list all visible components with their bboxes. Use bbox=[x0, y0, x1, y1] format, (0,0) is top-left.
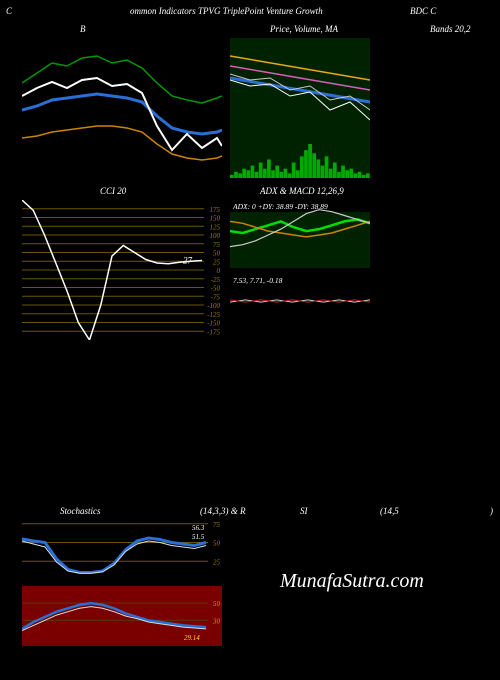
svg-text:-50: -50 bbox=[211, 285, 221, 293]
svg-text:7.53, 7.71, -0.18: 7.53, 7.71, -0.18 bbox=[233, 276, 283, 285]
chart-panel: Stochastics(14,3,3) & RSI(14,5)75502556.… bbox=[22, 520, 222, 646]
chart-panel: ADX & MACD 12,26,9ADX: 0 +DY: 38.89 -DY:… bbox=[230, 200, 370, 328]
panel-title: Stochastics bbox=[60, 506, 101, 516]
svg-text:29.14: 29.14 bbox=[184, 634, 200, 642]
svg-text:51.5: 51.5 bbox=[192, 533, 205, 541]
svg-text:25: 25 bbox=[213, 258, 221, 266]
svg-text:25: 25 bbox=[213, 558, 221, 566]
svg-text:150: 150 bbox=[210, 215, 221, 223]
svg-text:56.3: 56.3 bbox=[192, 524, 205, 532]
panel-title: SI bbox=[300, 506, 308, 516]
panel-title: (14,5 bbox=[380, 506, 399, 516]
chart-panel: BBands 20,2 bbox=[22, 38, 222, 178]
svg-text:50: 50 bbox=[213, 540, 221, 548]
panel-title: B bbox=[80, 24, 86, 34]
svg-text:100: 100 bbox=[210, 232, 221, 240]
panel-title: (14,3,3) & R bbox=[200, 506, 246, 516]
svg-text:27: 27 bbox=[183, 256, 193, 266]
svg-text:-150: -150 bbox=[207, 320, 220, 328]
svg-text:-175: -175 bbox=[207, 328, 220, 336]
svg-text:125: 125 bbox=[210, 223, 221, 231]
page-header: C ommon Indicators TPVG TriplePoint Vent… bbox=[0, 0, 500, 24]
svg-text:ADX: 0 +DY: 38.89 -DY: 38.89: ADX: 0 +DY: 38.89 -DY: 38.89 bbox=[232, 202, 328, 211]
panel-title: ) bbox=[490, 506, 493, 516]
panel-title: Price, Volume, MA bbox=[270, 24, 338, 34]
svg-text:0: 0 bbox=[217, 267, 221, 275]
svg-text:-125: -125 bbox=[207, 311, 220, 319]
svg-text:75: 75 bbox=[213, 521, 221, 529]
svg-text:30: 30 bbox=[212, 617, 221, 625]
chart-panel: Price, Volume, MA bbox=[230, 38, 370, 178]
panel-title: CCI 20 bbox=[100, 186, 126, 196]
svg-text:-100: -100 bbox=[207, 302, 220, 310]
panel-title: Bands 20,2 bbox=[430, 24, 471, 34]
header-right: BDC C bbox=[410, 6, 436, 16]
svg-text:50: 50 bbox=[213, 250, 221, 258]
panel-title: ADX & MACD 12,26,9 bbox=[260, 186, 344, 196]
svg-text:-25: -25 bbox=[211, 276, 221, 284]
svg-text:75: 75 bbox=[213, 241, 221, 249]
svg-text:50: 50 bbox=[213, 600, 221, 608]
chart-panel: CCI 201751501251007550250-25-50-75-100-1… bbox=[22, 200, 222, 340]
header-left: C bbox=[6, 6, 12, 16]
svg-text:-75: -75 bbox=[211, 293, 221, 301]
header-center: ommon Indicators TPVG TriplePoint Ventur… bbox=[130, 6, 323, 16]
watermark: MunafaSutra.com bbox=[280, 570, 424, 593]
svg-text:175: 175 bbox=[210, 206, 221, 214]
